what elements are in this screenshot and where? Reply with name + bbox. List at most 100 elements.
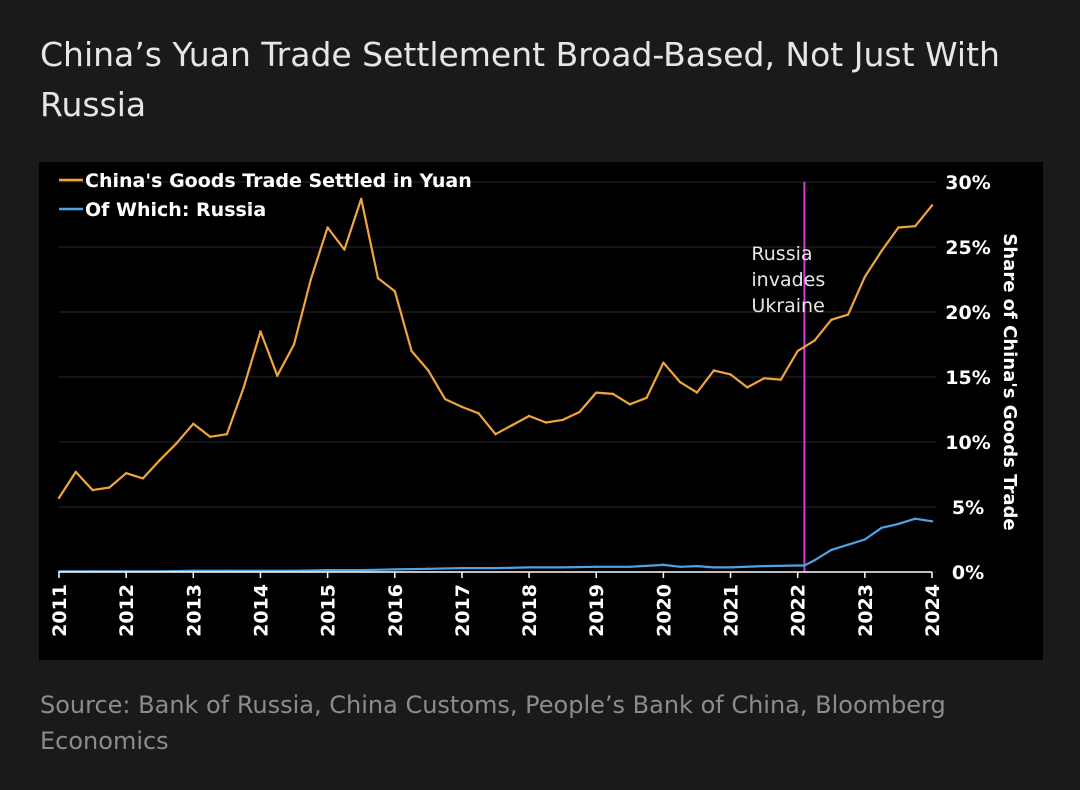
- data-point-yuan: [645, 396, 648, 399]
- y-tick-label: 30%: [945, 172, 990, 194]
- x-tick-label: 2012: [116, 584, 138, 637]
- data-point-yuan: [846, 313, 850, 316]
- data-point-yuan: [410, 349, 413, 353]
- data-point-yuan: [678, 381, 682, 384]
- event-annotation-line: invades: [751, 269, 825, 291]
- legend-label: China's Goods Trade Settled in Yuan: [85, 170, 472, 192]
- data-point-yuan: [897, 226, 900, 229]
- data-point-russia: [813, 559, 816, 562]
- x-tick-label: 2011: [49, 584, 71, 637]
- data-point-yuan: [242, 386, 245, 389]
- data-point-yuan: [561, 418, 564, 422]
- data-point-yuan: [830, 318, 833, 321]
- x-tick-label: 2016: [385, 584, 407, 637]
- data-point-yuan: [477, 412, 480, 415]
- y-axis-title: Share of China's Goods Trade: [999, 233, 1020, 530]
- line-chart: Russia invades Ukraine 0% 5% 10% 15% 20% 25% 30%…: [49, 170, 1020, 637]
- data-point-yuan: [175, 442, 178, 445]
- x-tick-label: 2024: [922, 584, 944, 637]
- data-point-russia: [846, 543, 850, 546]
- data-point-yuan: [343, 248, 346, 251]
- data-point-russia: [359, 568, 363, 572]
- data-point-russia: [729, 566, 732, 569]
- data-point-yuan: [930, 204, 934, 207]
- data-point-yuan: [74, 470, 77, 474]
- data-point-russia: [930, 520, 934, 523]
- data-point-yuan: [359, 197, 363, 201]
- data-point-yuan: [259, 330, 262, 333]
- data-point-yuan: [578, 410, 581, 414]
- data-point-russia: [527, 566, 531, 569]
- y-tick-label: 25%: [945, 237, 990, 259]
- data-point-russia: [326, 568, 329, 572]
- data-point-yuan: [779, 378, 783, 381]
- x-tick-label: 2018: [519, 584, 541, 637]
- data-point-yuan: [796, 349, 799, 353]
- chart-title: China’s Yuan Trade Settlement Broad-Base…: [40, 35, 1000, 124]
- event-annotation-line: Ukraine: [751, 295, 824, 317]
- data-point-russia: [494, 566, 497, 570]
- data-point-yuan: [393, 290, 396, 293]
- data-point-yuan: [494, 433, 497, 436]
- data-point-russia: [460, 566, 464, 570]
- data-point-yuan: [427, 369, 430, 372]
- data-point-yuan: [376, 277, 380, 280]
- y-tick-label: 0%: [952, 562, 984, 584]
- data-point-yuan: [762, 377, 766, 380]
- data-point-yuan: [611, 392, 615, 396]
- event-marker: Russia invades Ukraine: [751, 182, 825, 572]
- data-point-russia: [628, 565, 632, 568]
- y-tick-label: 15%: [945, 367, 990, 389]
- axes: 0% 5% 10% 15% 20% 25% 30% 2011 2012 2013 2014 2015 2…: [49, 172, 1020, 637]
- data-point-yuan: [729, 373, 732, 376]
- series-lines: [57, 197, 934, 573]
- x-tick-label: 2022: [788, 584, 810, 637]
- data-point-russia: [762, 564, 766, 568]
- data-point-yuan: [292, 343, 296, 346]
- data-point-yuan: [208, 435, 212, 438]
- x-tick-label: 2017: [452, 584, 474, 637]
- data-point-yuan: [141, 477, 145, 480]
- data-point-yuan: [628, 403, 632, 406]
- data-point-yuan: [746, 386, 749, 389]
- data-point-russia: [678, 565, 682, 568]
- data-point-yuan: [460, 405, 464, 409]
- data-point-russia: [561, 566, 564, 569]
- data-point-yuan: [595, 391, 598, 394]
- data-point-russia: [427, 567, 430, 570]
- data-point-yuan: [662, 361, 665, 364]
- x-tick-label: 2021: [721, 584, 743, 637]
- data-point-russia: [830, 548, 833, 552]
- data-point-yuan: [511, 423, 514, 427]
- data-point-russia: [712, 566, 715, 569]
- data-point-russia: [662, 563, 665, 567]
- data-point-yuan: [124, 472, 128, 475]
- x-tick-label: 2019: [586, 584, 608, 637]
- chart-area: Russia invades Ukraine 0% 5% 10% 15% 20% 25% 30%…: [39, 162, 1043, 660]
- x-tick-label: 2013: [183, 584, 205, 637]
- data-point-yuan: [712, 369, 715, 372]
- data-point-yuan: [309, 278, 313, 281]
- y-tick-label: 20%: [945, 302, 990, 324]
- data-point-yuan: [158, 459, 161, 462]
- data-point-yuan: [91, 488, 94, 492]
- data-point-russia: [863, 538, 867, 541]
- data-point-yuan: [108, 486, 111, 489]
- series-line-russia: [59, 517, 933, 573]
- x-tick-label: 2020: [653, 584, 675, 637]
- x-tick-label: 2015: [318, 584, 340, 637]
- source-note: Source: Bank of Russia, China Customs, P…: [40, 691, 946, 755]
- data-point-yuan: [880, 249, 883, 253]
- data-point-russia: [796, 564, 799, 567]
- legend: China's Goods Trade Settled in Yuan Of Wh…: [59, 170, 472, 221]
- data-point-russia: [803, 564, 806, 567]
- data-point-yuan: [192, 422, 195, 425]
- y-tick-label: 5%: [952, 497, 984, 519]
- event-annotation-line: Russia: [751, 243, 812, 265]
- data-point-yuan: [326, 226, 329, 229]
- data-point-russia: [595, 565, 598, 568]
- y-tick-label: 10%: [945, 432, 990, 454]
- data-point-russia: [914, 517, 917, 520]
- data-point-russia: [393, 568, 396, 571]
- legend-label: Of Which: Russia: [85, 199, 266, 221]
